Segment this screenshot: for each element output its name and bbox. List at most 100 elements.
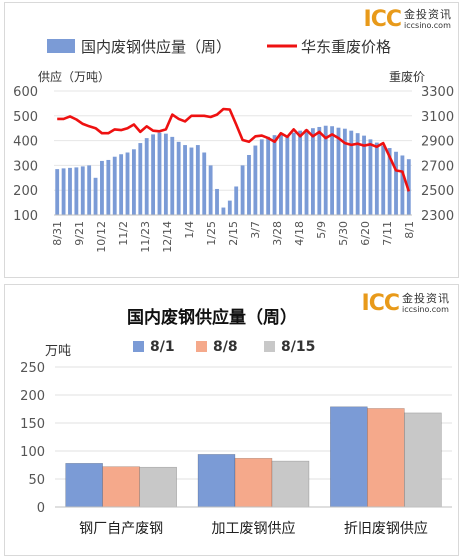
logo-mark: ICC [361,291,400,316]
y-right-axis-title: 重废价 [389,69,425,84]
legend-bar-label: 国内废钢供应量（周） [81,38,231,56]
y-tick-label: 0 [37,501,45,516]
supply-bar [208,165,213,215]
supply-bar [304,129,309,215]
supply-bar [272,135,277,215]
supply-bar [183,145,187,215]
x-tick-label: 11/2 [117,221,130,246]
x-tick-label: 6/20 [359,221,372,246]
x-tick-label: 5/30 [337,221,350,246]
supply-bar [138,143,143,215]
logo-mark: ICC [363,7,402,32]
supply-bar [195,145,200,215]
supply-bar [157,132,162,215]
supply-bar [381,145,386,215]
supply-price-chart-panel: ICC 金投资讯 iccsino.com 国内废钢供应量（周） 华东重废价格供应（… [4,2,459,278]
supply-bar [323,125,328,215]
supply-bar [100,160,104,215]
supply-bar [330,126,335,215]
x-tick-label: 10/12 [95,221,108,253]
y-left-tick-label: 600 [13,85,38,100]
supply-bar [279,133,283,215]
y-right-tick-label: 2900 [421,135,454,150]
supply-bar [368,139,373,215]
y-right-tick-label: 3300 [421,85,454,100]
supply-bar [93,177,98,215]
category-bar [139,466,177,508]
legend-swatch [133,341,144,352]
supply-bar [119,154,124,215]
supply-bar [221,207,226,215]
x-tick-label: 4/18 [293,221,306,246]
y-right-tick-label: 2300 [421,209,454,224]
supply-bar [234,186,239,215]
supply-bar [240,165,245,215]
supply-bar [227,200,232,215]
x-tick-label: 9/21 [73,221,86,246]
y-right-tick-label: 3100 [421,110,454,125]
supply-bar [144,138,149,215]
x-tick-label: 7/11 [381,221,394,246]
legend-swatch [264,341,275,352]
y-tick-label: 250 [20,361,45,376]
x-tick-label: 1/4 [183,221,196,239]
supply-bar [336,127,341,215]
supply-bar [125,152,130,215]
logo-chinese-name: 金投资讯 [402,292,450,305]
supply-bar [253,145,258,215]
supply-bar [87,165,92,215]
y-left-tick-label: 400 [13,135,38,150]
y-tick-label: 50 [28,473,45,488]
supply-breakdown-chart: 国内废钢供应量（周） 万吨 8/1 8/8 8/15 250 200 150 100 50 0 钢厂自… [20,307,452,537]
y-right-tick-label: 2700 [421,159,454,174]
category-label: 钢厂自产废钢 [79,521,163,537]
supply-bar [215,188,219,215]
logo-chinese-name: 金投资讯 [404,8,452,21]
category-bar [65,463,103,508]
chart-title: 国内废钢供应量（周） [127,307,297,328]
supply-bar [355,133,360,215]
supply-bar [176,141,181,215]
legend-line-label: 华东重废价格 [301,38,391,56]
y-tick-label: 150 [20,417,45,432]
supply-bar [317,126,322,215]
supply-bar [80,166,85,215]
category-label: 折旧废钢供应 [344,520,428,537]
x-tick-label: 11/23 [139,221,152,253]
supply-bar [342,128,347,215]
logo-url: iccsino.com [404,21,451,30]
category-bar [197,454,236,508]
y-tick-label: 100 [20,445,45,460]
y-right-tick-label: 2500 [421,184,454,199]
category-bar [234,457,273,508]
supply-bar [170,136,175,215]
supply-bar [189,147,194,215]
x-tick-label: 3/28 [271,221,284,246]
supply-bar [387,148,392,215]
supply-bar [55,169,60,215]
x-tick-label: 2/15 [227,221,240,246]
icc-logo: ICC 金投资讯 iccsino.com [364,9,452,31]
x-tick-label: 12/14 [161,221,174,253]
x-tick-label: 8/31 [51,221,64,246]
supply-bar [247,154,251,215]
x-tick-label: 8/1 [403,221,416,239]
legend-bar-swatch [47,39,75,53]
supply-bar [394,151,398,215]
category-bar [271,460,310,508]
y-left-tick-label: 200 [13,184,38,199]
x-tick-label: 3/7 [249,221,262,239]
unit-label: 万吨 [45,344,71,359]
legend-label: 8/8 [213,339,238,355]
supply-bar [362,135,366,215]
supply-bar [68,167,72,215]
x-tick-label: 5/9 [315,221,328,239]
supply-breakdown-chart-panel: ICC 金投资讯 iccsino.com 国内废钢供应量（周） 万吨 8/1 8/8 8… [4,284,459,556]
supply-bar [151,134,156,215]
price-line [57,107,411,192]
category-bar [367,408,405,508]
supply-bar [298,130,303,215]
y-left-tick-label: 500 [13,110,38,125]
supply-bar [374,142,379,215]
y-left-axis-title: 供应（万吨） [38,69,110,84]
